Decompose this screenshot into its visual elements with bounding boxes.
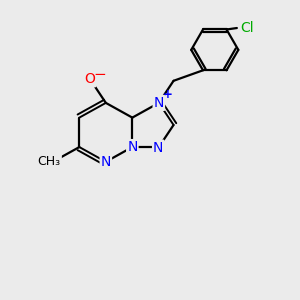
Text: N: N — [127, 140, 137, 154]
Text: +: + — [163, 88, 172, 101]
Text: −: − — [94, 67, 106, 82]
Text: N: N — [100, 155, 111, 169]
Text: Cl: Cl — [240, 21, 254, 35]
Text: N: N — [153, 141, 164, 154]
Text: CH₃: CH₃ — [38, 155, 61, 168]
Text: N: N — [154, 96, 164, 110]
Text: O: O — [84, 72, 95, 86]
